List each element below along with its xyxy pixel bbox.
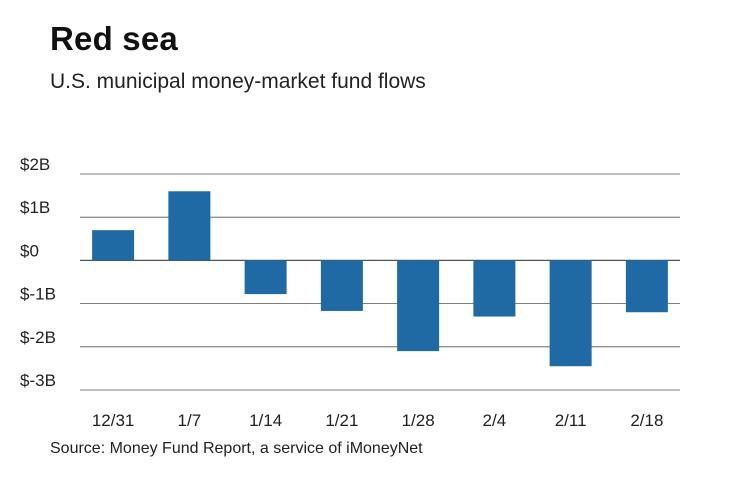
bar-1-7 [168,191,211,261]
bar-2-18 [625,260,668,313]
y-tick-label: $-1B [20,285,56,304]
y-tick-label: $2B [20,155,50,174]
x-axis-ticks: 12/31 1/7 1/14 1/21 1/28 2/4 2/11 2/18 [92,411,664,430]
x-tick-label: 1/21 [325,411,358,430]
bar-2-11 [549,260,592,367]
y-tick-label: $-2B [20,328,56,347]
x-tick-label: 1/7 [178,411,202,430]
x-tick-label: 12/31 [92,411,135,430]
x-tick-label: 2/11 [555,411,587,430]
bar-2-4 [473,260,516,317]
bar-1-21 [320,260,363,311]
chart-title: Red sea [50,20,178,57]
bar-1-28 [397,260,440,352]
y-tick-label: $-3B [20,371,56,390]
source-note: Source: Money Fund Report, a service of … [50,440,423,457]
bar-1-14 [244,260,287,295]
x-tick-label: 1/28 [402,411,435,430]
y-tick-label: $1B [20,198,50,217]
y-tick-label: $0 [20,241,39,260]
bars [92,191,668,367]
x-tick-label: 1/14 [249,411,282,430]
chart-subtitle: U.S. municipal money-market fund flows [50,70,426,93]
bar-12-31 [92,230,135,261]
x-tick-label: 2/4 [483,411,507,430]
y-axis-ticks: $2B $1B $0 $-1B $-2B $-3B [20,155,56,390]
x-tick-label: 2/18 [630,411,663,430]
